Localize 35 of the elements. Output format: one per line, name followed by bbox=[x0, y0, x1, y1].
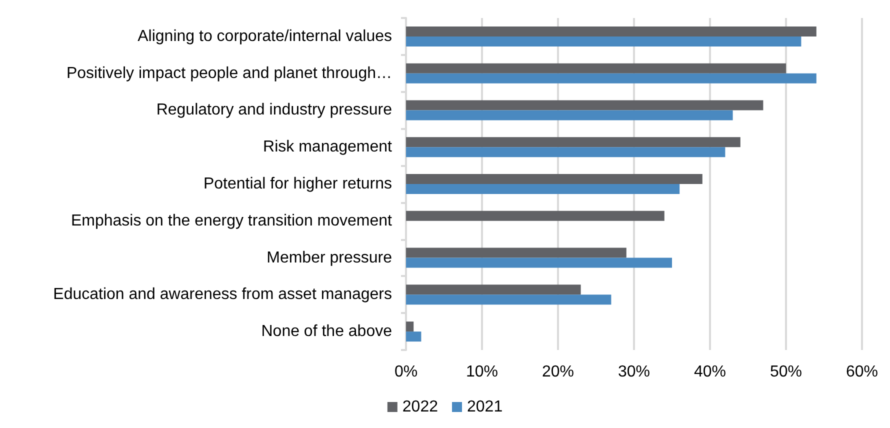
y-tick-label: Positively impact people and planet through… bbox=[66, 64, 392, 82]
y-tick-label: Emphasis on the energy transition movement bbox=[70, 212, 393, 230]
bar bbox=[406, 258, 672, 268]
bar bbox=[406, 210, 664, 221]
bar bbox=[406, 248, 626, 258]
x-tick-label: 0% bbox=[394, 364, 418, 380]
bar bbox=[406, 36, 802, 46]
bar bbox=[406, 174, 702, 184]
y-tick-label: None of the above bbox=[261, 323, 392, 340]
x-tick-label: 60% bbox=[846, 364, 878, 380]
y-tick-label: Potential for higher returns bbox=[203, 176, 392, 192]
bar bbox=[406, 110, 733, 120]
bar bbox=[406, 332, 422, 342]
x-tick-label: 40% bbox=[694, 364, 726, 380]
legend-label: 2021 bbox=[467, 398, 503, 416]
y-tick-label: Aligning to corporate/internal values bbox=[138, 28, 392, 45]
x-tick-label: 30% bbox=[618, 364, 650, 380]
bar bbox=[406, 137, 740, 148]
y-tick-label: Member pressure bbox=[266, 249, 392, 266]
bar bbox=[406, 100, 764, 110]
bar bbox=[406, 147, 726, 158]
bar bbox=[406, 26, 816, 36]
x-tick-label: 50% bbox=[770, 364, 802, 380]
x-tick-label: 10% bbox=[466, 364, 498, 380]
bar bbox=[406, 63, 786, 74]
bar bbox=[406, 322, 414, 332]
y-tick-label: Education and awareness from asset managers bbox=[53, 286, 392, 304]
bar bbox=[406, 284, 581, 295]
bar bbox=[406, 294, 612, 305]
y-tick-label: Regulatory and industry pressure bbox=[156, 102, 392, 119]
x-tick-label: 20% bbox=[542, 364, 574, 380]
y-tick-label: Risk management bbox=[263, 138, 393, 156]
legend-label: 2022 bbox=[402, 398, 438, 416]
bar bbox=[406, 73, 816, 84]
bar bbox=[406, 184, 680, 194]
